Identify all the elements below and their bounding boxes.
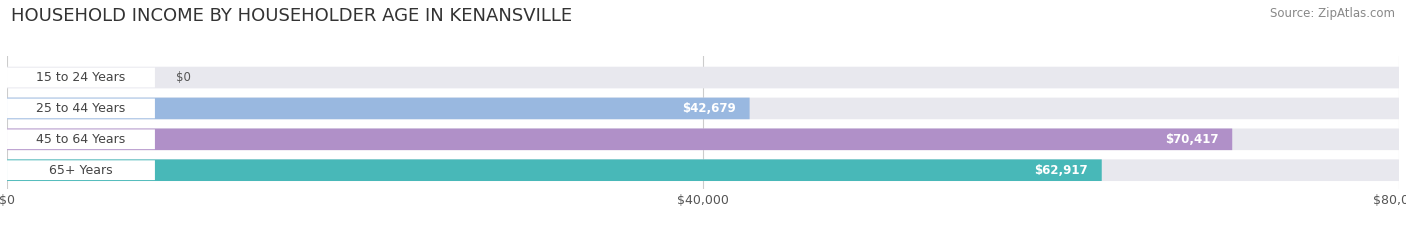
Text: Source: ZipAtlas.com: Source: ZipAtlas.com [1270,7,1395,20]
FancyBboxPatch shape [7,160,155,180]
Text: $0: $0 [176,71,191,84]
FancyBboxPatch shape [7,67,1399,88]
FancyBboxPatch shape [7,129,1232,150]
Text: 65+ Years: 65+ Years [49,164,112,177]
Text: $70,417: $70,417 [1164,133,1219,146]
Text: $42,679: $42,679 [682,102,735,115]
FancyBboxPatch shape [7,98,749,119]
Text: 25 to 44 Years: 25 to 44 Years [37,102,125,115]
Text: 15 to 24 Years: 15 to 24 Years [37,71,125,84]
Text: $62,917: $62,917 [1035,164,1088,177]
FancyBboxPatch shape [7,159,1102,181]
FancyBboxPatch shape [7,99,155,118]
Text: 45 to 64 Years: 45 to 64 Years [37,133,125,146]
FancyBboxPatch shape [7,98,1399,119]
FancyBboxPatch shape [7,129,155,149]
Text: HOUSEHOLD INCOME BY HOUSEHOLDER AGE IN KENANSVILLE: HOUSEHOLD INCOME BY HOUSEHOLDER AGE IN K… [11,7,572,25]
FancyBboxPatch shape [7,129,1399,150]
FancyBboxPatch shape [7,68,155,87]
FancyBboxPatch shape [7,159,1399,181]
